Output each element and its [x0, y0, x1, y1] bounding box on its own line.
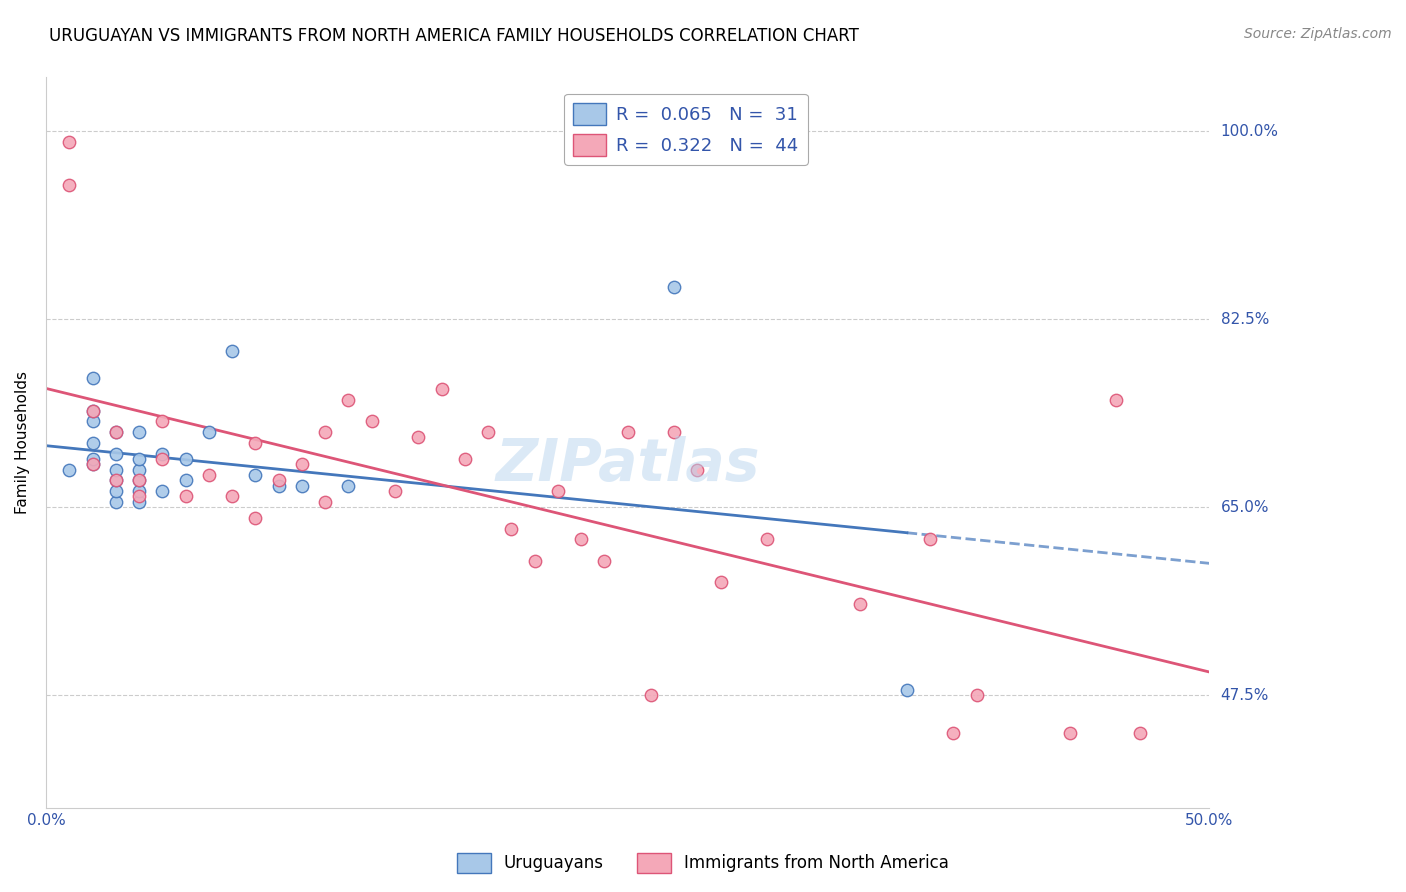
Point [756, 533, 779, 547]
Point [82, 403, 104, 417]
Point [104, 425, 127, 439]
Point [245, 511, 267, 525]
Point [1059, 726, 1081, 740]
Point [82, 435, 104, 450]
Point [337, 392, 360, 407]
Point [104, 484, 127, 499]
Text: ZIPatlas: ZIPatlas [495, 436, 759, 493]
Point [82, 451, 104, 466]
Point [245, 468, 267, 483]
Point [82, 371, 104, 385]
Point [221, 344, 243, 359]
Point [664, 425, 686, 439]
Point [1129, 726, 1152, 740]
Point [1105, 392, 1128, 407]
Point [640, 688, 662, 702]
Point [291, 457, 314, 471]
Point [454, 451, 477, 466]
Point [849, 597, 872, 611]
Point [104, 474, 127, 488]
Point [896, 682, 918, 697]
Point [128, 425, 150, 439]
Point [198, 468, 221, 483]
Point [174, 490, 197, 504]
Point [710, 575, 733, 590]
Point [406, 430, 429, 444]
Point [150, 446, 173, 460]
Text: 47.5%: 47.5% [1220, 688, 1268, 703]
Text: URUGUAYAN VS IMMIGRANTS FROM NORTH AMERICA FAMILY HOUSEHOLDS CORRELATION CHART: URUGUAYAN VS IMMIGRANTS FROM NORTH AMERI… [49, 27, 859, 45]
Point [616, 425, 638, 439]
Point [523, 554, 546, 568]
Point [128, 495, 150, 509]
Point [150, 414, 173, 428]
Point [150, 451, 173, 466]
Point [547, 484, 569, 499]
Point [569, 533, 592, 547]
Point [104, 446, 127, 460]
Point [82, 414, 104, 428]
Text: 100.0%: 100.0% [1220, 124, 1278, 138]
Point [58, 135, 80, 149]
Point [221, 490, 243, 504]
Point [686, 462, 709, 476]
Point [174, 451, 197, 466]
Point [104, 462, 127, 476]
Point [267, 474, 290, 488]
Point [384, 484, 406, 499]
Point [477, 425, 499, 439]
Point [150, 484, 173, 499]
Point [360, 414, 382, 428]
Point [104, 474, 127, 488]
Point [198, 425, 221, 439]
Point [314, 425, 336, 439]
Y-axis label: Family Households: Family Households [15, 371, 30, 515]
Point [245, 435, 267, 450]
Point [58, 462, 80, 476]
Point [267, 479, 290, 493]
Point [593, 554, 616, 568]
Point [174, 474, 197, 488]
Point [82, 457, 104, 471]
Point [966, 688, 988, 702]
Legend: Uruguayans, Immigrants from North America: Uruguayans, Immigrants from North Americ… [450, 847, 956, 880]
Point [128, 474, 150, 488]
Point [501, 522, 523, 536]
Point [314, 495, 336, 509]
Point [337, 479, 360, 493]
Text: Source: ZipAtlas.com: Source: ZipAtlas.com [1244, 27, 1392, 41]
Point [58, 178, 80, 192]
Point [82, 457, 104, 471]
Point [920, 533, 942, 547]
Point [128, 474, 150, 488]
Point [291, 479, 314, 493]
Text: 65.0%: 65.0% [1220, 500, 1270, 515]
Point [430, 382, 453, 396]
Point [664, 280, 686, 294]
Point [104, 425, 127, 439]
Point [128, 490, 150, 504]
Point [104, 495, 127, 509]
Text: 82.5%: 82.5% [1220, 311, 1268, 326]
Point [82, 403, 104, 417]
Point [942, 726, 965, 740]
Legend: R =  0.065   N =  31, R =  0.322   N =  44: R = 0.065 N = 31, R = 0.322 N = 44 [564, 94, 807, 165]
Point [128, 484, 150, 499]
Point [128, 462, 150, 476]
Point [128, 451, 150, 466]
